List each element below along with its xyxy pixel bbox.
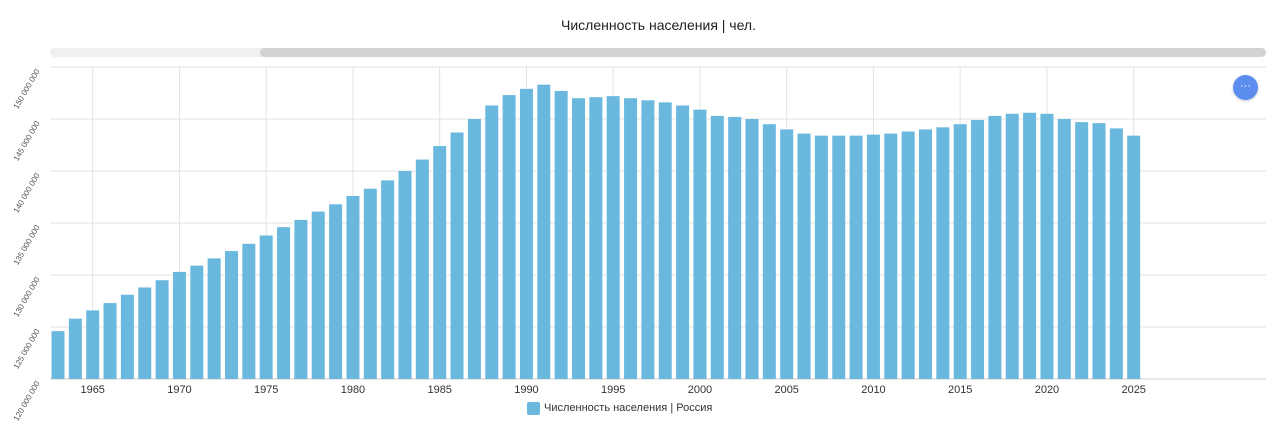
y-tick-label: 145 000 000	[12, 119, 42, 163]
y-tick-label: 150 000 000	[12, 67, 42, 111]
bar	[710, 115, 724, 379]
y-tick-label: 135 000 000	[12, 223, 42, 267]
bar	[519, 88, 533, 379]
bar	[1075, 122, 1089, 380]
bar	[155, 280, 169, 379]
bar	[693, 109, 707, 379]
bars-layer	[51, 84, 1141, 380]
legend-swatch	[527, 401, 540, 415]
y-tick-label: 140 000 000	[12, 171, 42, 215]
y-tick-label: 125 000 000	[12, 327, 42, 371]
bar	[485, 105, 499, 379]
bar	[103, 303, 117, 379]
bar	[988, 115, 1002, 379]
bar	[641, 100, 655, 379]
y-axis: 120 000 000 125 000 000 130 000 000 135 000…	[12, 67, 42, 423]
bar	[624, 98, 638, 379]
y-tick-label: 130 000 000	[12, 275, 42, 319]
x-tick-label: 1965	[80, 384, 104, 396]
bar	[1023, 112, 1037, 379]
bar	[606, 96, 620, 380]
bar	[658, 102, 672, 380]
x-tick-label: 2010	[861, 384, 885, 396]
bar	[1040, 113, 1054, 380]
x-tick-label: 2025	[1121, 384, 1145, 396]
bar	[936, 127, 950, 379]
bar	[381, 180, 395, 379]
bar	[502, 95, 516, 379]
bar	[953, 124, 967, 379]
bar	[415, 159, 429, 379]
bar	[294, 219, 308, 379]
bar	[329, 204, 343, 379]
bar	[849, 135, 863, 379]
bar	[572, 98, 585, 379]
legend-item[interactable]: Численность населения | Россия	[527, 400, 712, 416]
bar	[971, 120, 985, 379]
x-tick-label: 2015	[948, 384, 972, 396]
bar	[554, 90, 568, 380]
bar	[745, 119, 759, 379]
x-tick-label: 1980	[341, 384, 365, 396]
x-tick-label: 1995	[601, 384, 625, 396]
chart-title: Численность населения | чел.	[561, 17, 756, 33]
bar	[832, 135, 846, 379]
legend-label: Численность населения | Россия	[544, 402, 713, 414]
bar	[311, 211, 325, 379]
bar	[1092, 123, 1106, 379]
bar	[207, 258, 221, 379]
bar	[346, 195, 360, 379]
bar	[919, 129, 932, 379]
bar	[172, 271, 186, 379]
bar	[433, 146, 447, 379]
x-axis: 1965 1970 1975 1980 1985 1990 1995 2000 2005 2010…	[80, 384, 1145, 396]
x-tick-label: 1990	[514, 384, 538, 396]
bar	[780, 129, 794, 379]
bar	[398, 171, 412, 379]
bar	[225, 251, 238, 379]
bar	[676, 105, 690, 379]
bar	[537, 84, 551, 380]
bar	[363, 188, 377, 379]
bar	[190, 265, 204, 379]
x-tick-label: 1970	[167, 384, 191, 396]
x-tick-label: 2005	[774, 384, 798, 396]
bar	[86, 310, 100, 379]
bar	[138, 287, 152, 379]
bar	[450, 132, 464, 379]
bar	[797, 133, 811, 379]
x-tick-label: 2000	[688, 384, 712, 396]
chart-scrollbar[interactable]	[50, 48, 1266, 57]
bar	[120, 294, 134, 379]
x-tick-label: 2020	[1035, 384, 1059, 396]
y-tick-label: 120 000 000	[12, 379, 42, 423]
bar	[866, 134, 880, 379]
bar	[1005, 113, 1019, 380]
bar	[467, 119, 481, 379]
bar	[884, 133, 898, 379]
bar	[242, 243, 256, 379]
bar	[589, 97, 603, 379]
bar	[51, 331, 65, 379]
bar	[762, 124, 776, 379]
menu-button[interactable]: ···	[1233, 75, 1258, 100]
bar	[259, 235, 273, 379]
bar	[814, 135, 828, 379]
x-tick-label: 1975	[254, 384, 278, 396]
scrollbar-thumb[interactable]	[260, 48, 1266, 57]
bar	[1057, 119, 1071, 379]
bar	[68, 318, 82, 379]
bar	[1109, 128, 1123, 379]
bar	[277, 227, 291, 379]
bar	[901, 131, 915, 379]
x-tick-label: 1985	[427, 384, 451, 396]
bar	[1127, 135, 1141, 379]
bar	[728, 116, 742, 380]
